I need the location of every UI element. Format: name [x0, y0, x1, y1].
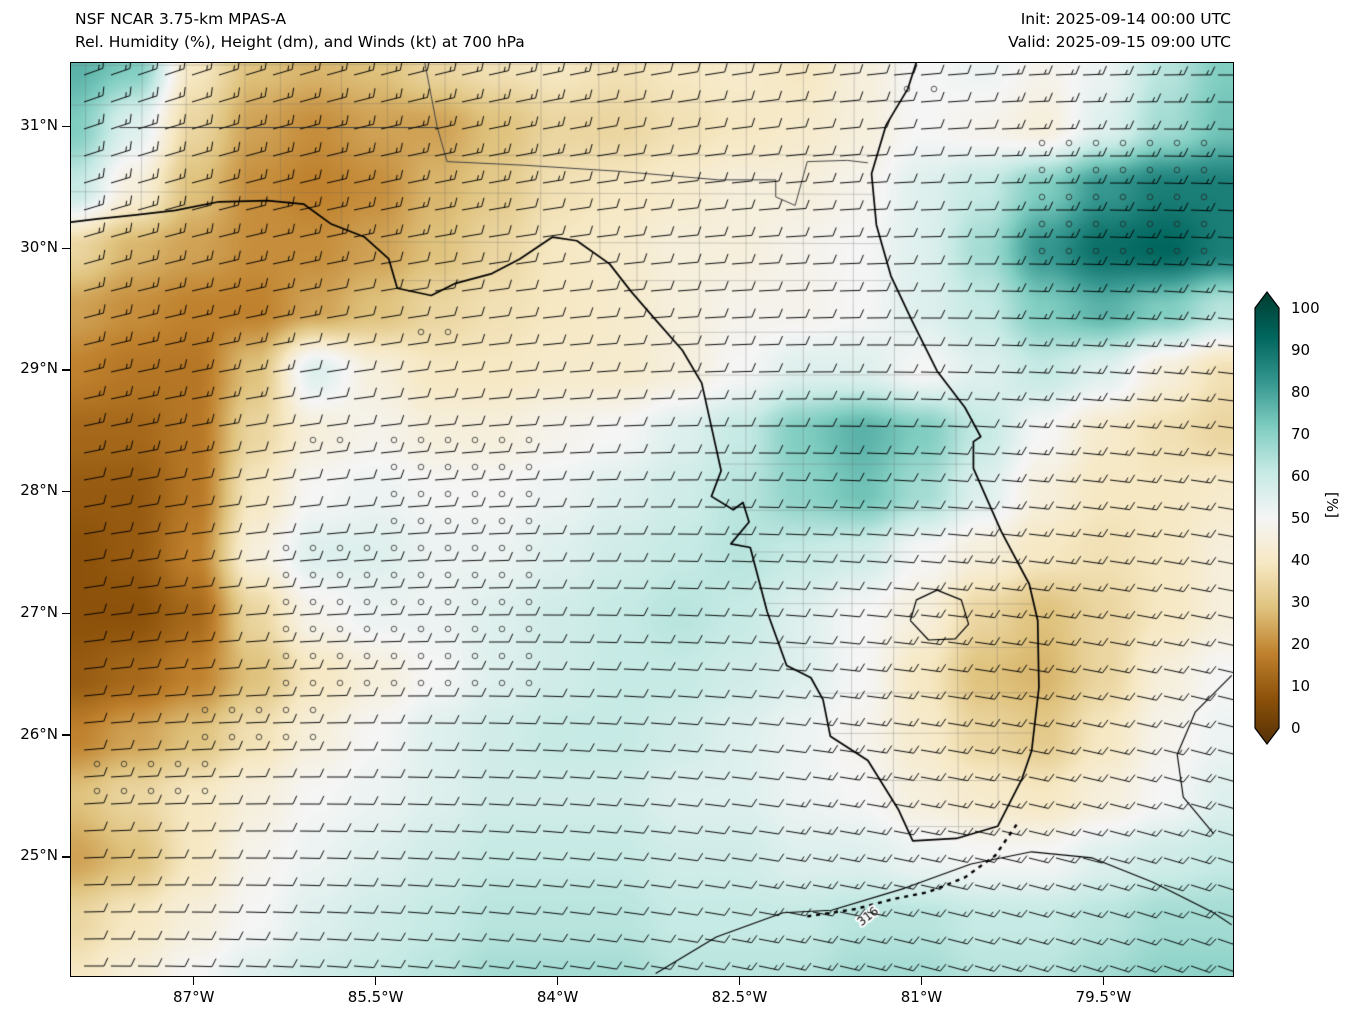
lat-tick-label: 27°N [20, 602, 58, 621]
lon-tick-mark [556, 977, 559, 985]
lat-tick-mark [62, 856, 70, 858]
lon-tick-label: 82.5°W [711, 988, 768, 1006]
lat-tick-mark [62, 734, 70, 736]
lon-tick-label: 85.5°W [347, 988, 404, 1006]
lon-tick-mark [193, 977, 195, 985]
colorbar-tick-label: 30 [1291, 593, 1311, 611]
colorbar: 0 10 20 30 40 50 60 70 80 90 100 [%] [1247, 290, 1361, 765]
lat-tick-label: 30°N [20, 237, 58, 256]
colorbar-tick-label: 100 [1291, 299, 1320, 317]
lon-tick-mark [738, 977, 741, 985]
lat-tick-label: 26°N [20, 724, 58, 743]
init-time: Init: 2025-09-14 00:00 UTC [1020, 10, 1231, 28]
lat-tick-mark [62, 247, 70, 249]
colorbar-shape [1254, 291, 1280, 745]
colorbar-unit-label: [%] [1322, 492, 1341, 518]
lat-tick-label: 29°N [20, 359, 58, 378]
product-title: Rel. Humidity (%), Height (dm), and Wind… [75, 33, 525, 51]
colorbar-tick-label: 80 [1291, 383, 1311, 401]
lat-tick-mark [62, 491, 70, 493]
colorbar-tick-label: 20 [1291, 635, 1311, 653]
map-canvas [71, 63, 1233, 976]
lon-tick-label: 87°W [173, 988, 215, 1006]
model-title: NSF NCAR 3.75-km MPAS-A [75, 10, 287, 28]
lat-tick-label: 28°N [20, 481, 58, 500]
colorbar-tick-label: 60 [1291, 467, 1311, 485]
lon-tick-label: 79.5°W [1075, 988, 1132, 1006]
colorbar-gradient [1254, 291, 1280, 745]
lat-tick-mark [62, 369, 70, 371]
header-left: NSF NCAR 3.75-km MPAS-A Rel. Humidity (%… [75, 8, 525, 54]
lon-tick-label: 81°W [900, 988, 943, 1006]
colorbar-tick-label: 40 [1291, 551, 1311, 569]
lat-tick-mark [62, 612, 70, 615]
colorbar-tick-label: 0 [1291, 719, 1301, 737]
lat-tick-label: 31°N [20, 116, 58, 135]
lon-tick-mark [1102, 977, 1105, 985]
lon-tick-mark [920, 977, 923, 985]
colorbar-tick-label: 50 [1291, 509, 1311, 527]
lon-tick-mark [374, 977, 377, 985]
colorbar-tick-label: 90 [1291, 341, 1311, 359]
map-frame [70, 62, 1234, 977]
lat-tick-label: 25°N [20, 846, 58, 865]
lat-tick-mark [62, 125, 70, 128]
lon-tick-label: 84°W [536, 988, 579, 1006]
colorbar-tick-label: 70 [1291, 425, 1311, 443]
colorbar-tick-label: 10 [1291, 677, 1311, 695]
valid-time: Valid: 2025-09-15 09:00 UTC [1008, 33, 1231, 51]
header-right: Init: 2025-09-14 00:00 UTC Valid: 2025-0… [1008, 8, 1231, 54]
